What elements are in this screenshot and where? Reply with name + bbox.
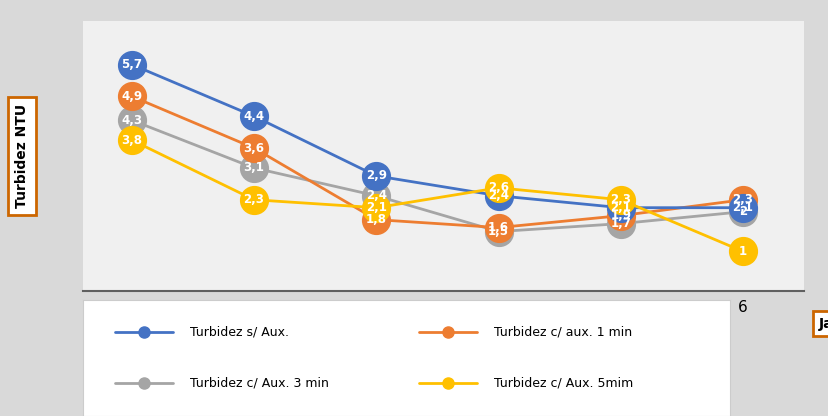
Text: 1,6: 1,6 [488, 221, 508, 234]
Text: 2,4: 2,4 [488, 189, 508, 202]
Text: 5,7: 5,7 [121, 58, 142, 71]
Text: Turbidez NTU: Turbidez NTU [15, 104, 28, 208]
Text: Turbidez s/ Aux.: Turbidez s/ Aux. [190, 326, 288, 339]
Text: 2: 2 [738, 205, 746, 218]
Text: 1,8: 1,8 [365, 213, 387, 226]
Text: 1,5: 1,5 [488, 225, 508, 238]
Text: 2,9: 2,9 [365, 169, 387, 182]
Text: 2,1: 2,1 [732, 201, 753, 214]
Text: 2,1: 2,1 [609, 201, 630, 214]
Text: 2,3: 2,3 [609, 193, 630, 206]
Text: 1: 1 [738, 245, 746, 258]
Text: Turbidez c/ aux. 1 min: Turbidez c/ aux. 1 min [493, 326, 631, 339]
Text: 4,3: 4,3 [121, 114, 142, 127]
Text: 1,9: 1,9 [609, 209, 630, 222]
Text: Turbidez c/ Aux. 5mim: Turbidez c/ Aux. 5mim [493, 377, 632, 390]
Text: 1,7: 1,7 [609, 217, 630, 230]
Text: 3,6: 3,6 [243, 141, 264, 155]
Text: 2,6: 2,6 [488, 181, 508, 194]
Text: Jarros: Jarros [817, 317, 828, 331]
Text: 4,9: 4,9 [121, 90, 142, 103]
Text: 2,3: 2,3 [732, 193, 753, 206]
Text: 2,3: 2,3 [243, 193, 264, 206]
Text: 4,4: 4,4 [243, 110, 264, 123]
Text: Turbidez c/ Aux. 3 min: Turbidez c/ Aux. 3 min [190, 377, 328, 390]
Text: 3,8: 3,8 [121, 134, 142, 146]
Text: 2,1: 2,1 [365, 201, 386, 214]
Text: 3,1: 3,1 [243, 161, 264, 174]
Text: 2,4: 2,4 [365, 189, 387, 202]
